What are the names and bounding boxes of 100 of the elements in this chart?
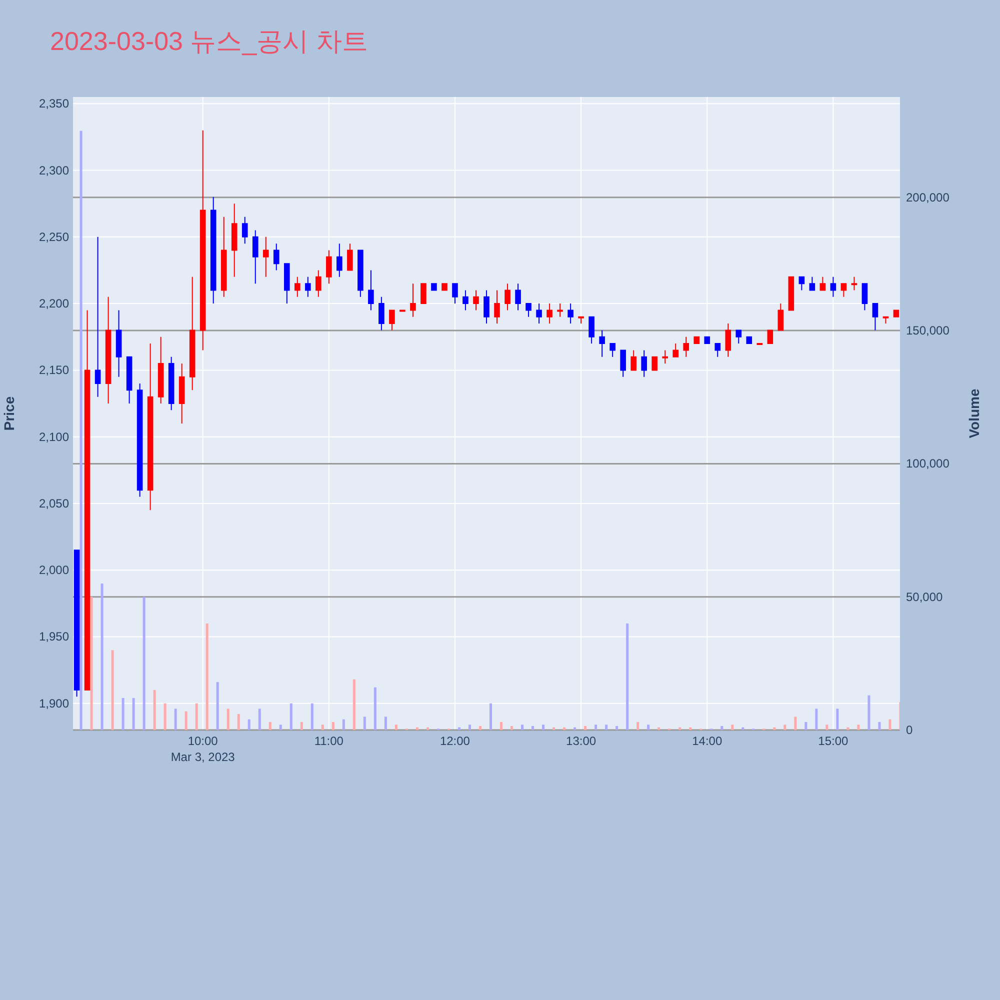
bar xyxy=(490,703,492,730)
bar xyxy=(384,716,387,730)
bar xyxy=(500,722,502,730)
y-tick-label: 2,350 xyxy=(38,96,70,111)
bar xyxy=(826,724,828,730)
candlestick xyxy=(452,283,458,304)
y-tick-label: 2,250 xyxy=(38,230,70,244)
candlestick xyxy=(820,276,826,291)
bar xyxy=(479,726,482,730)
candlestick xyxy=(336,243,342,278)
bar xyxy=(689,727,692,730)
candlestick xyxy=(830,276,836,298)
candlestick xyxy=(252,230,258,284)
bar xyxy=(846,727,850,730)
y2-tick-label: 150,000 xyxy=(906,324,950,338)
candlestick xyxy=(725,323,732,358)
candlestick xyxy=(494,290,500,324)
candlestick xyxy=(420,283,426,304)
bar xyxy=(342,719,345,730)
candlestick xyxy=(694,336,700,344)
candlestick xyxy=(893,310,900,318)
candlestick xyxy=(94,236,101,398)
candlestick xyxy=(74,550,80,698)
y-tick-label: 2,000 xyxy=(38,563,70,578)
bar xyxy=(153,690,156,730)
candlestick xyxy=(599,330,605,358)
bar xyxy=(815,708,818,730)
bar xyxy=(332,722,334,730)
bar xyxy=(510,726,514,730)
bar xyxy=(394,724,398,730)
bar xyxy=(574,727,576,730)
y2-axis-title: Volume xyxy=(966,388,982,438)
candlestick xyxy=(851,276,858,291)
candlestick xyxy=(273,243,280,271)
candlestick xyxy=(347,243,353,271)
candlestick xyxy=(147,343,154,511)
candlestick xyxy=(536,303,542,324)
y-tick-label: 1,950 xyxy=(38,630,70,644)
bar xyxy=(226,708,230,730)
candlestick xyxy=(767,330,774,344)
y2-tick-label: 50,000 xyxy=(906,590,944,604)
candlestick xyxy=(262,236,269,278)
candlestick xyxy=(630,350,636,371)
candlestick xyxy=(504,283,510,311)
candlestick xyxy=(168,356,174,411)
candlestick xyxy=(410,283,416,318)
bar xyxy=(636,722,640,730)
bar xyxy=(300,722,303,730)
bar xyxy=(804,722,808,730)
candlestick xyxy=(840,283,847,298)
candlestick xyxy=(442,283,448,291)
bar xyxy=(237,714,240,730)
candlestick xyxy=(862,283,868,311)
bar xyxy=(542,724,545,730)
bar xyxy=(426,727,429,730)
bar xyxy=(80,130,82,730)
bar xyxy=(888,719,892,730)
candlestick xyxy=(778,303,784,331)
candlestick xyxy=(473,290,479,311)
bar xyxy=(742,727,744,730)
candlestick xyxy=(358,250,364,298)
candlestick xyxy=(462,290,468,311)
bar xyxy=(195,703,198,730)
bar xyxy=(836,708,839,730)
candlestick xyxy=(798,276,805,291)
bar xyxy=(100,584,104,730)
bar xyxy=(90,596,93,730)
y2-tick-label: 100,000 xyxy=(906,456,950,471)
candlestick xyxy=(662,350,668,364)
bar xyxy=(784,724,786,730)
candlestick xyxy=(610,343,616,358)
candlestick xyxy=(568,303,574,324)
candlestick xyxy=(431,283,437,291)
candlestick xyxy=(882,316,889,324)
candlestick xyxy=(231,203,238,278)
candlestick xyxy=(620,350,626,378)
x-tick-label: 12:00 xyxy=(440,734,470,748)
candlestick xyxy=(84,310,90,691)
chart-title: 2023-03-03 뉴스_공시 차트 xyxy=(50,26,368,56)
bar xyxy=(142,596,146,730)
bar xyxy=(132,698,135,730)
candlestick xyxy=(788,276,794,311)
candlestick xyxy=(641,350,647,378)
candlestick xyxy=(652,356,658,371)
x-tick-label: 10:00 xyxy=(188,734,218,748)
bar xyxy=(416,727,418,730)
candlestick xyxy=(158,336,164,404)
candlestick xyxy=(294,276,300,298)
bar xyxy=(532,726,534,730)
bar xyxy=(720,726,724,730)
candlestick xyxy=(210,196,216,304)
x-tick-label: 15:00 xyxy=(818,734,849,748)
x-tick-label: 13:00 xyxy=(566,734,596,748)
bar xyxy=(458,727,460,730)
candlestick xyxy=(546,303,552,324)
bar xyxy=(878,722,881,730)
candlestick xyxy=(378,296,384,331)
candlestick xyxy=(326,250,332,284)
bar xyxy=(184,711,188,730)
candlestick xyxy=(220,216,227,298)
